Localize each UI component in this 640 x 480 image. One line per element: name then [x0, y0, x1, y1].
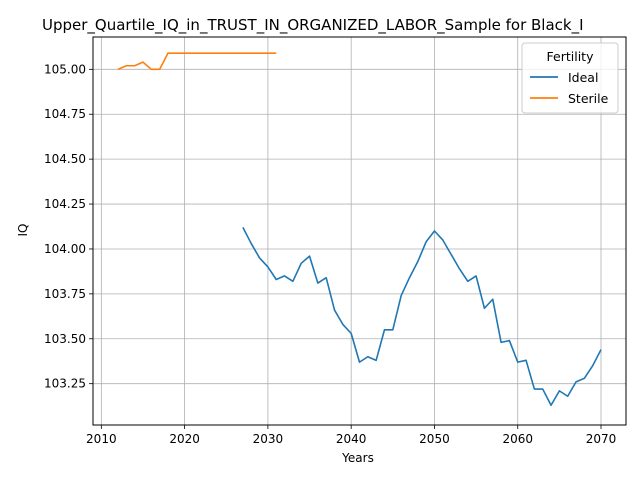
y-tick-label: 104.75 [44, 107, 86, 121]
legend: Fertility Ideal Sterile [521, 42, 619, 114]
x-tick-label: 2020 [169, 432, 200, 446]
series-line-ideal [242, 227, 602, 407]
x-tick-label: 2010 [86, 432, 117, 446]
series-lines [117, 52, 602, 407]
x-tick-label: 2050 [419, 432, 450, 446]
y-tick-label: 104.50 [44, 152, 86, 166]
x-axis-label: Years [341, 451, 374, 465]
y-tick-label: 104.25 [44, 197, 86, 211]
y-tick-label: 103.75 [44, 287, 86, 301]
grid [93, 37, 626, 425]
series-line-sterile [117, 52, 277, 71]
y-axis-label: IQ [16, 224, 30, 237]
y-axis-ticks: 103.25 103.50 103.75 104.00 104.25 104.50 104.… [44, 62, 93, 391]
legend-title: Fertility [547, 49, 595, 64]
y-tick-label: 104.00 [44, 242, 86, 256]
y-tick-label: 103.50 [44, 332, 86, 346]
y-tick-label: 103.25 [44, 377, 86, 391]
x-axis-ticks: 2010 2020 2030 2040 2050 2060 2070 [86, 425, 616, 446]
legend-label-sterile: Sterile [568, 91, 609, 106]
legend-box [521, 42, 619, 114]
x-tick-label: 2060 [502, 432, 533, 446]
x-tick-label: 2070 [586, 432, 617, 446]
chart-title: Upper_Quartile_IQ_in_TRUST_IN_ORGANIZED_… [42, 16, 584, 35]
x-tick-label: 2040 [336, 432, 367, 446]
plot-frame [92, 36, 627, 426]
y-tick-label: 105.00 [44, 62, 86, 76]
x-tick-label: 2030 [253, 432, 284, 446]
legend-label-ideal: Ideal [568, 70, 598, 85]
